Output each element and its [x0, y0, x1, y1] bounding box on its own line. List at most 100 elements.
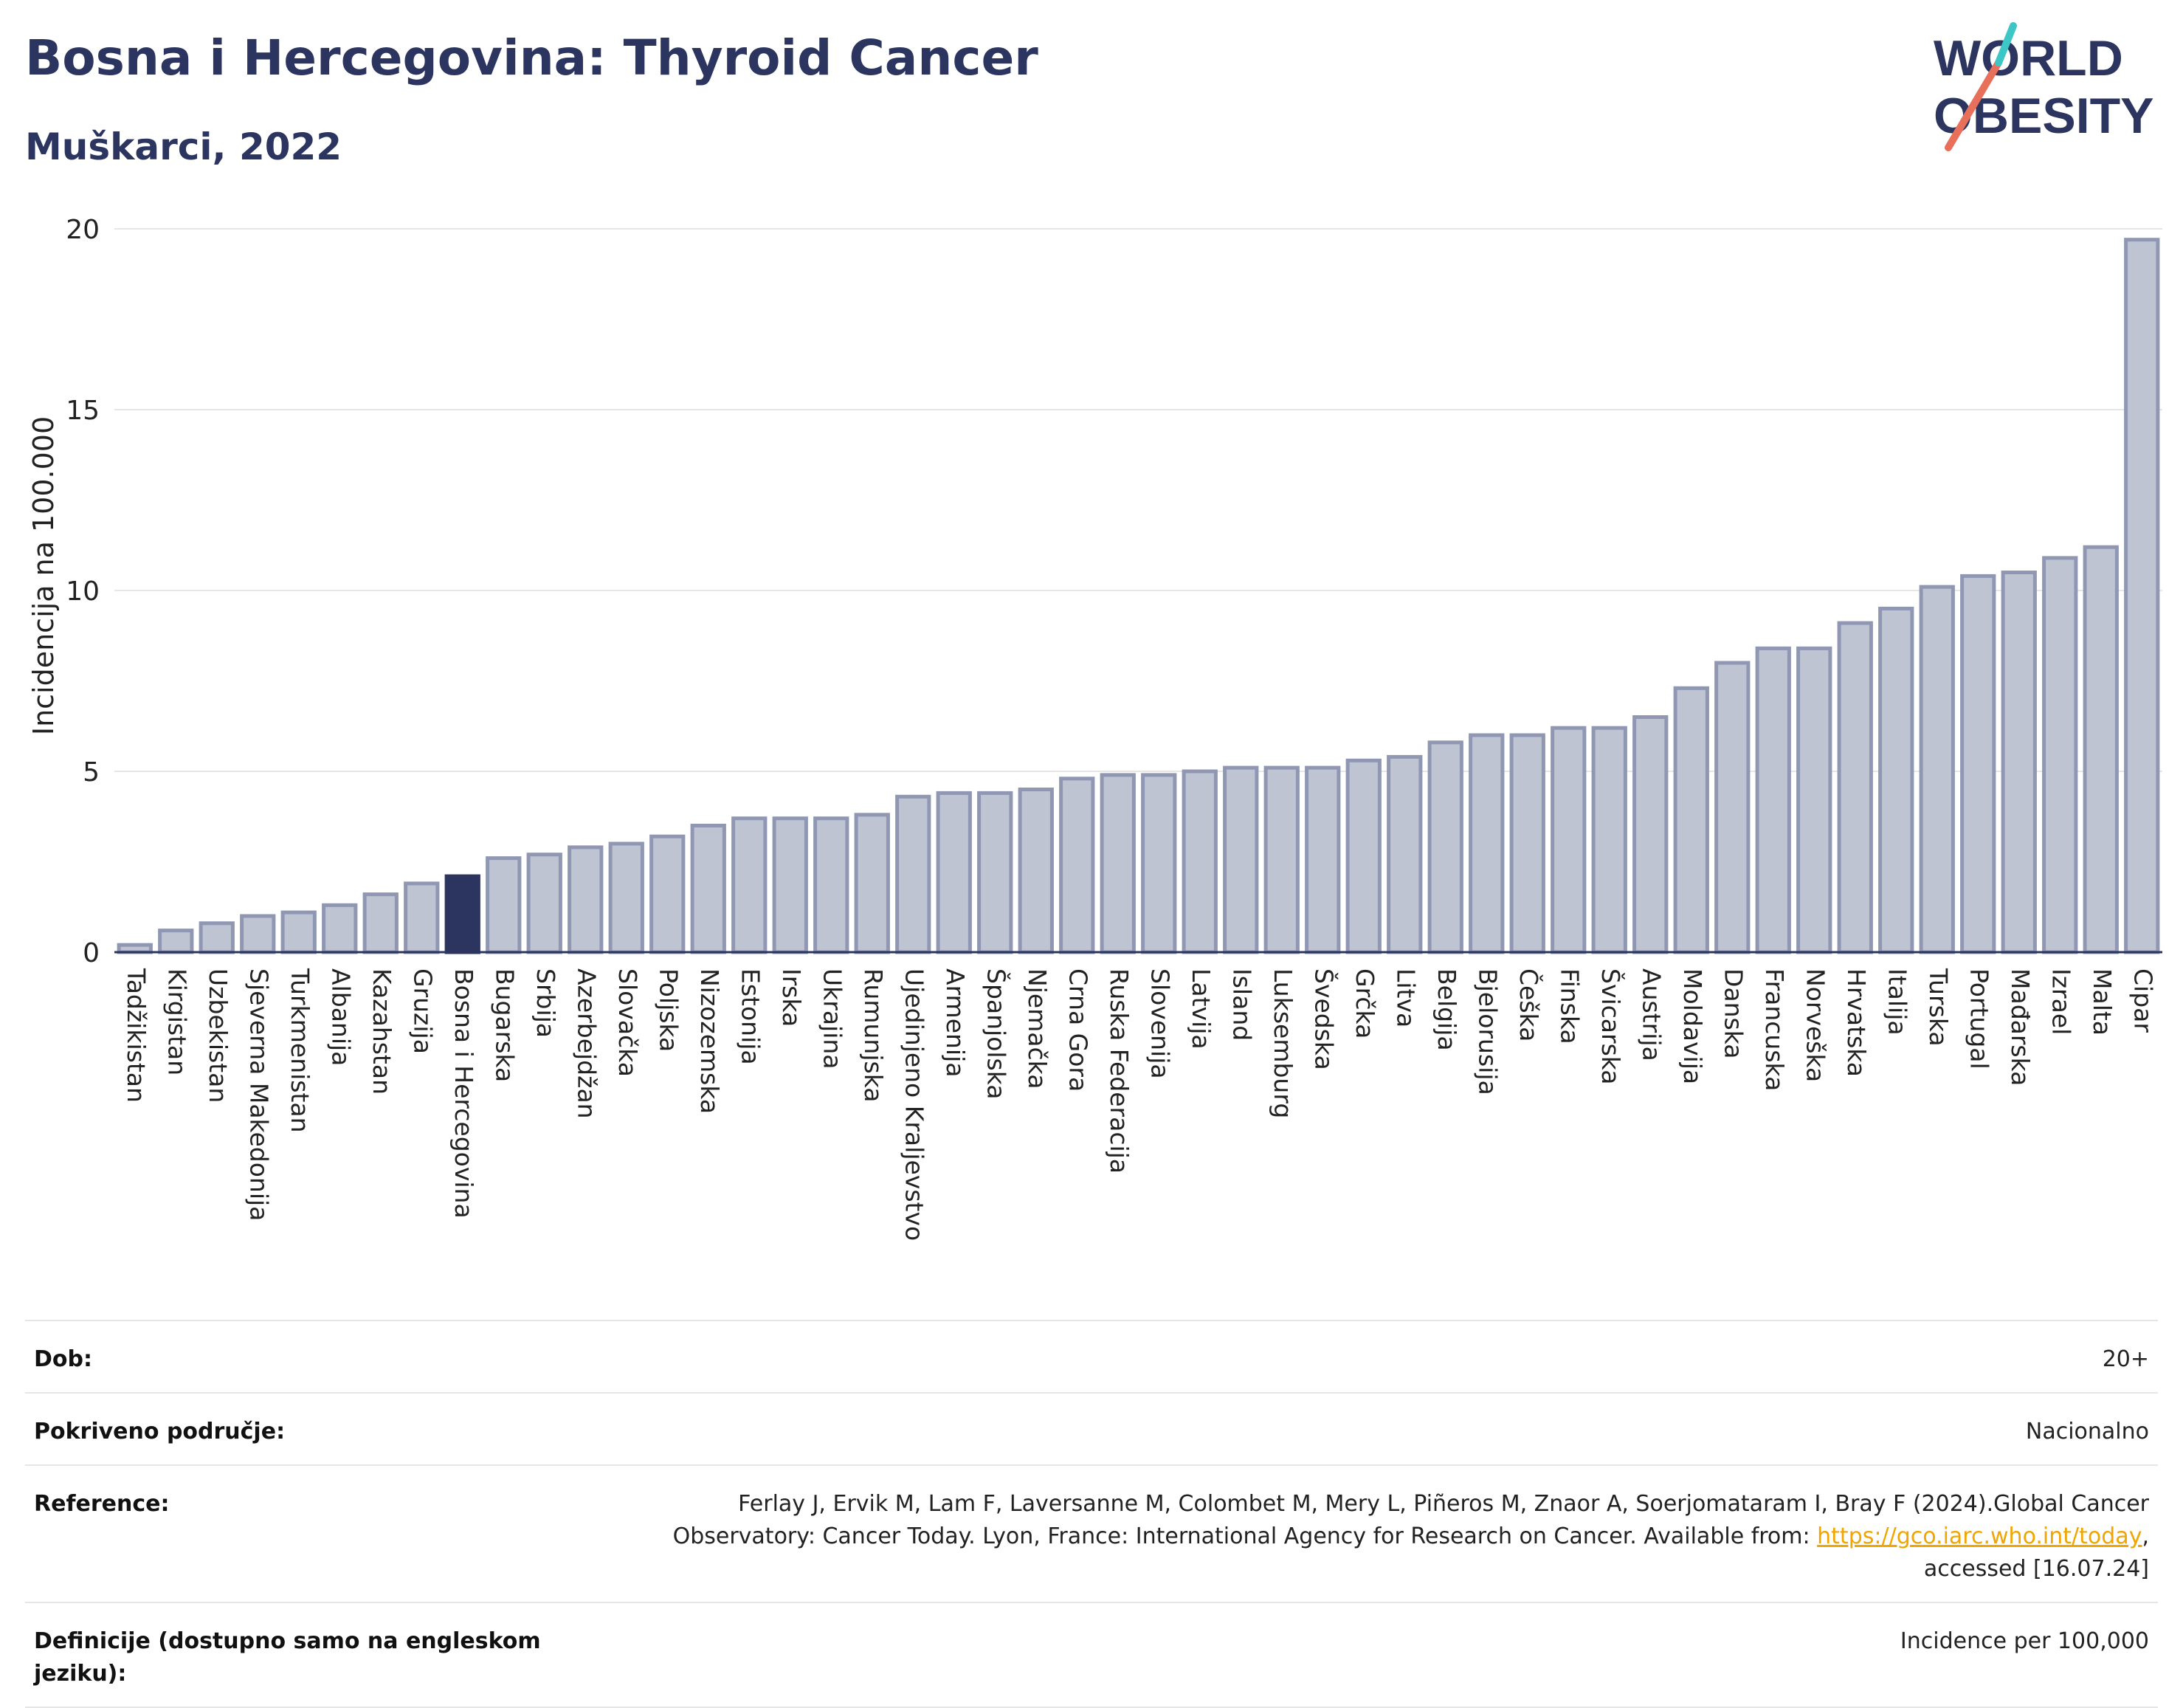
x-tick-label: Finska — [1555, 968, 1584, 1044]
page-subtitle: Muškarci, 2022 — [25, 125, 342, 168]
x-tick-label: Izrael — [2046, 968, 2075, 1035]
meta-row-age: Dob: 20+ — [25, 1320, 2158, 1392]
bar — [1755, 646, 1791, 954]
meta-row-reference: Reference: Ferlay J, Ervik M, Lam F, Lav… — [25, 1464, 2158, 1602]
bar — [568, 845, 604, 954]
x-tick-label: Albanija — [326, 968, 355, 1066]
bar — [813, 816, 849, 954]
bar — [854, 813, 890, 954]
bar — [731, 816, 768, 954]
reference-accessed: , accessed [16.07.24] — [1923, 1523, 2149, 1582]
x-tick-label: Luksemburg — [1269, 968, 1297, 1118]
x-tick-label: Češka — [1514, 968, 1544, 1041]
bar — [1427, 740, 1463, 954]
bar — [895, 794, 931, 954]
x-tick-label: Portugal — [1965, 968, 1993, 1070]
y-tick-label: 20 — [66, 215, 100, 245]
x-tick-label: Belgija — [1432, 968, 1461, 1051]
x-tick-label: Italija — [1883, 968, 1911, 1036]
y-tick-label: 10 — [66, 576, 100, 607]
bar — [2001, 571, 2037, 954]
bar — [1591, 726, 1627, 954]
x-tick-label: Ukrajina — [818, 968, 846, 1070]
y-tick-label: 15 — [66, 396, 100, 426]
bar — [362, 892, 399, 954]
x-tick-label: Crna Gora — [1063, 968, 1092, 1092]
x-tick-label: Norveška — [1801, 968, 1829, 1082]
bar — [1919, 585, 1955, 954]
bar — [1059, 776, 1095, 954]
page-title: Bosna i Hercegovina: Thyroid Cancer — [25, 30, 1038, 86]
bar — [1632, 715, 1669, 954]
x-tick-label: Turkmenistan — [286, 968, 314, 1133]
meta-row-coverage: Pokriveno područje: Nacionalno — [25, 1392, 2158, 1464]
x-tick-label: Turska — [1924, 968, 1953, 1047]
bar — [1100, 773, 1136, 954]
x-tick-label: Slovenija — [1145, 968, 1174, 1079]
reference-label: Reference: — [34, 1491, 170, 1517]
age-value: 20+ — [2102, 1346, 2149, 1372]
bar — [690, 824, 726, 954]
y-axis-label: Incidencija na 100.000 — [27, 416, 60, 735]
bar-chart: 0 5 10 15 20 Tadžikistan Kirgistan Uzbekistan S… — [27, 215, 2162, 1241]
reference-link[interactable]: https://gco.iarc.who.int/today — [1817, 1523, 2142, 1549]
x-tick-label: Nizozemska — [695, 968, 724, 1114]
x-tick-label: Cipar — [2128, 968, 2157, 1033]
bar — [1223, 765, 1259, 954]
x-tick-label: Hrvatska — [1842, 968, 1871, 1077]
reference-value: Ferlay J, Ervik M, Lam F, Laversanne M, … — [599, 1488, 2149, 1585]
bar — [1305, 765, 1341, 954]
bar — [1345, 758, 1382, 954]
bar — [1673, 686, 1709, 954]
x-tick-label: Gruzija — [408, 968, 437, 1054]
bar — [444, 874, 480, 954]
bar — [280, 910, 317, 954]
bar — [1837, 621, 1873, 954]
bar — [1018, 788, 1054, 954]
x-tick-label: Danska — [1719, 968, 1748, 1059]
definitions-value: Incidence per 100,000 — [1900, 1628, 2149, 1654]
x-tick-label: Island — [1227, 968, 1256, 1041]
y-tick-label: 0 — [83, 938, 100, 968]
coverage-value: Nacionalno — [2025, 1419, 2149, 1444]
x-tick-label: Irska — [777, 968, 806, 1027]
x-tick-label: Slovačka — [613, 968, 642, 1077]
bar — [240, 914, 276, 954]
reference-text: Ferlay J, Ervik M, Lam F, Laversanne M, … — [672, 1491, 2149, 1549]
x-tick-label: Latvija — [1187, 968, 1215, 1050]
x-tick-label: Švicarska — [1596, 968, 1626, 1085]
x-tick-label: Litva — [1391, 968, 1420, 1027]
meta-row-definitions: Definicije (dostupno samo na engleskom j… — [25, 1602, 2158, 1708]
bar — [322, 903, 358, 954]
bar — [2083, 545, 2119, 954]
bar — [1263, 765, 1300, 954]
bar — [1960, 574, 1996, 954]
x-tick-label: Grčka — [1351, 968, 1379, 1039]
x-tick-label: Tadžikistan — [122, 968, 151, 1103]
bar — [1714, 661, 1751, 954]
bar — [772, 816, 808, 954]
x-tick-label: Kirgistan — [162, 968, 191, 1075]
bar — [2124, 238, 2160, 954]
bar — [1796, 646, 1832, 954]
bar — [404, 881, 440, 954]
x-tick-label: Azerbejdžan — [572, 968, 601, 1119]
bar — [1551, 726, 1587, 954]
x-tick-label: Poljska — [654, 968, 683, 1052]
x-tick-label: Kazahstan — [368, 968, 396, 1095]
x-tick-label: Sjeverna Makedonija — [244, 968, 273, 1221]
x-tick-label: Francuska — [1760, 968, 1789, 1091]
x-tick-label: Bosna i Hercegovina — [449, 968, 478, 1219]
x-tick-label: Bugarska — [490, 968, 519, 1082]
x-tick-label: Srbija — [531, 968, 560, 1038]
x-tick-label: Estonija — [736, 968, 765, 1065]
x-tick-label: Rumunjska — [859, 968, 888, 1102]
y-axis-ticks: 0 5 10 15 20 — [66, 215, 100, 968]
bar — [2042, 556, 2078, 954]
y-tick-label: 5 — [83, 757, 100, 788]
bar — [1387, 754, 1423, 954]
bar — [199, 921, 235, 954]
bar — [1141, 773, 1177, 954]
world-obesity-logo: WORLD OBESITY — [1934, 22, 2154, 151]
x-tick-label: Njemačka — [1023, 968, 1052, 1089]
